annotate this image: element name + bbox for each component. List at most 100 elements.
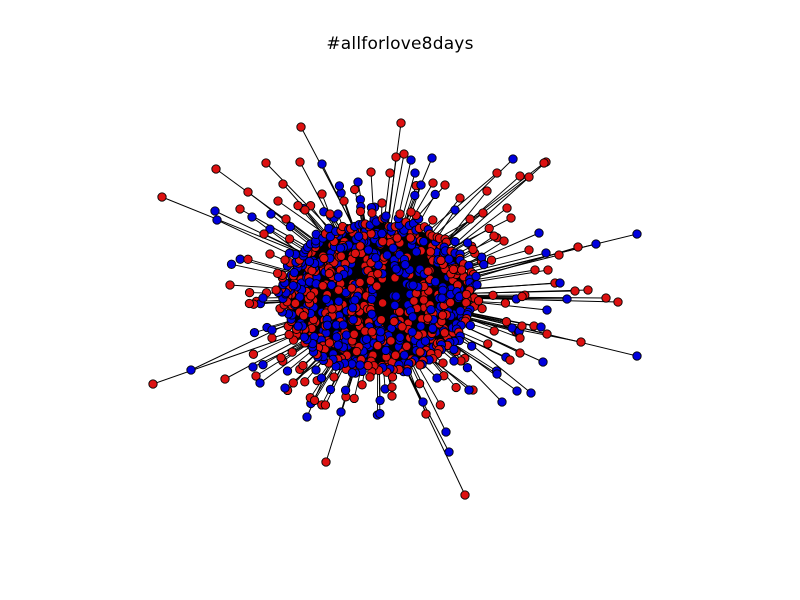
node-red xyxy=(387,372,398,382)
node-red xyxy=(387,382,397,392)
node-red xyxy=(349,393,359,404)
node-red xyxy=(350,184,360,195)
node-blue xyxy=(408,280,418,290)
node-red xyxy=(276,353,286,363)
node-blue xyxy=(335,243,346,253)
node-blue xyxy=(235,254,245,264)
node-red xyxy=(278,179,288,189)
node-red xyxy=(220,374,230,384)
node-blue xyxy=(186,365,196,375)
node-blue xyxy=(408,312,418,322)
node-red xyxy=(389,316,399,327)
node-red xyxy=(377,298,388,308)
node-red xyxy=(486,255,497,265)
node-red xyxy=(473,296,484,306)
node-red xyxy=(428,215,438,225)
node-blue xyxy=(375,408,385,419)
node-red xyxy=(280,255,290,265)
node-red xyxy=(542,329,552,339)
node-red xyxy=(324,268,334,279)
node-blue xyxy=(293,321,303,331)
node-red xyxy=(390,350,401,360)
node-red xyxy=(290,298,301,309)
node-red xyxy=(573,242,583,252)
node-blue xyxy=(632,351,642,361)
node-red xyxy=(451,382,461,393)
node-red xyxy=(324,338,335,348)
node-red xyxy=(517,291,527,302)
node-blue xyxy=(321,294,331,304)
node-red xyxy=(367,327,377,337)
node-red xyxy=(288,378,298,388)
node-blue xyxy=(472,280,482,290)
node-red xyxy=(435,400,445,410)
node-blue xyxy=(562,294,572,304)
node-blue xyxy=(432,373,442,383)
node-blue xyxy=(395,332,405,342)
node-red xyxy=(350,248,360,259)
node-blue xyxy=(591,239,601,249)
node-red xyxy=(321,457,331,467)
node-blue xyxy=(536,322,546,332)
node-blue xyxy=(450,205,460,215)
node-blue xyxy=(390,300,400,311)
node-red xyxy=(423,266,433,276)
node-red xyxy=(415,347,425,357)
node-blue xyxy=(512,386,522,396)
node-red xyxy=(271,285,281,295)
node-blue xyxy=(302,412,312,422)
node-blue xyxy=(508,154,518,164)
node-red xyxy=(272,268,283,278)
node-red xyxy=(386,336,396,346)
node-blue xyxy=(284,248,295,258)
node-blue xyxy=(419,236,429,247)
node-blue xyxy=(402,367,413,377)
node-blue xyxy=(420,336,431,346)
node-red xyxy=(300,205,310,215)
node-red xyxy=(391,152,401,162)
node-red xyxy=(225,280,235,290)
node-blue xyxy=(492,369,502,379)
node-red xyxy=(515,171,525,181)
node-blue xyxy=(333,272,344,282)
node-blue xyxy=(381,211,391,221)
node-blue xyxy=(449,356,459,366)
node-blue xyxy=(311,365,321,375)
node-red xyxy=(333,285,344,295)
node-blue xyxy=(388,243,398,253)
node-red xyxy=(366,167,376,177)
chart-title: #allforlove8days xyxy=(326,34,474,54)
node-blue xyxy=(462,238,473,248)
node-blue xyxy=(258,293,268,303)
node-red xyxy=(287,347,297,357)
node-red xyxy=(396,118,406,128)
node-red xyxy=(148,379,158,389)
node-red xyxy=(484,223,494,234)
node-red xyxy=(273,196,283,206)
node-blue xyxy=(416,321,426,331)
node-red xyxy=(405,233,416,243)
node-blue xyxy=(427,153,437,163)
node-red xyxy=(327,304,337,314)
node-red xyxy=(436,255,446,266)
node-red xyxy=(406,207,416,217)
node-blue xyxy=(350,295,360,305)
node-blue xyxy=(289,267,299,278)
node-red xyxy=(244,287,255,298)
node-blue xyxy=(212,215,222,225)
node-red xyxy=(295,157,305,167)
node-blue xyxy=(430,277,441,287)
node-red xyxy=(601,293,611,303)
node-red xyxy=(357,380,367,390)
node-blue xyxy=(427,323,438,334)
node-blue xyxy=(391,264,401,274)
node-red xyxy=(392,233,402,243)
node-red xyxy=(492,168,502,178)
node-blue xyxy=(464,385,474,395)
node-red xyxy=(355,206,366,217)
node-red xyxy=(300,377,310,387)
node-red xyxy=(515,333,525,343)
node-blue xyxy=(467,341,477,351)
node-red xyxy=(367,208,377,218)
